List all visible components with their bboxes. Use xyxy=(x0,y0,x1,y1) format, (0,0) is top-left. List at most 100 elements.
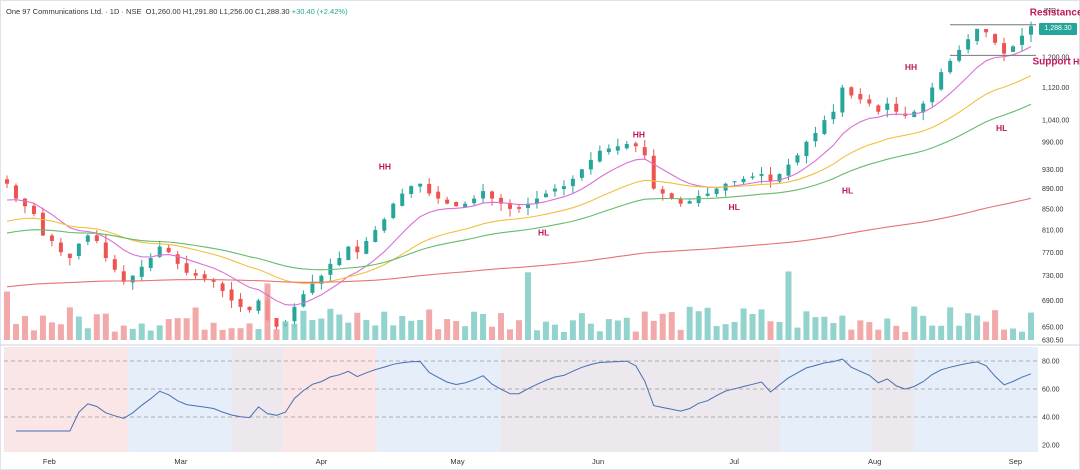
candle-body xyxy=(795,155,800,163)
low-value: L1,256.00 xyxy=(219,7,253,16)
candle-body xyxy=(651,155,656,189)
candle-body xyxy=(642,147,647,156)
volume-bar xyxy=(66,307,73,340)
volume-bar xyxy=(578,313,585,340)
annotation-hl-label: HL xyxy=(842,186,853,196)
rsi-axis-label: 80.00 xyxy=(1042,359,1060,366)
volume-bar xyxy=(740,308,747,340)
volume-bar xyxy=(569,320,576,340)
volume-bar xyxy=(354,312,361,340)
price-axis-label: 850.00 xyxy=(1042,206,1064,213)
volume-bar xyxy=(560,331,567,340)
candle-body xyxy=(193,272,198,276)
candle-body xyxy=(292,306,297,322)
volume-bar xyxy=(722,324,729,340)
price-axis-label: 770.00 xyxy=(1042,250,1064,257)
volume-bar xyxy=(417,320,424,340)
rsi-line xyxy=(16,358,1032,432)
volume-bar xyxy=(533,330,540,340)
volume-bar xyxy=(830,323,837,340)
candle-body xyxy=(1011,46,1016,52)
volume-bar xyxy=(542,321,549,340)
volume-bar xyxy=(623,317,630,340)
candle-body xyxy=(633,143,638,147)
volume-bar xyxy=(408,320,415,340)
candle-body xyxy=(373,230,378,242)
volume-bar xyxy=(902,331,909,340)
volume-bar xyxy=(659,313,666,340)
price-axis-label: 930.00 xyxy=(1042,167,1064,174)
price-axis-label: 690.00 xyxy=(1042,298,1064,305)
candle-body xyxy=(472,198,477,204)
candle-body xyxy=(534,198,539,204)
volume-bar xyxy=(803,311,810,340)
candle-body xyxy=(103,242,108,259)
volume-bar xyxy=(507,329,514,340)
candle-body xyxy=(94,235,99,242)
volume-bar xyxy=(48,322,55,340)
candle-body xyxy=(849,87,854,96)
candle-body xyxy=(921,103,926,113)
price-axis-label: 810.00 xyxy=(1042,228,1064,235)
rsi-background-block xyxy=(128,347,232,452)
candle-body xyxy=(148,258,153,268)
candle-body xyxy=(229,289,234,301)
annotation-hh-label: HH xyxy=(379,161,391,171)
volume-bar xyxy=(219,329,226,340)
candle-body xyxy=(112,259,117,270)
candle-body xyxy=(22,198,27,207)
volume-bar xyxy=(183,318,190,340)
rsi-background-block xyxy=(283,347,377,452)
time-axis-label: Mar xyxy=(174,457,187,466)
rsi-background-block xyxy=(872,347,914,452)
candle-body xyxy=(705,193,710,196)
volume-bar xyxy=(911,306,918,340)
volume-bar xyxy=(255,329,262,340)
volume-bar xyxy=(1028,312,1034,340)
ema-short-line xyxy=(6,46,1032,306)
change-value: +30.40 (+2.42%) xyxy=(291,7,348,16)
candle-body xyxy=(139,266,144,277)
volume-bar xyxy=(165,319,172,340)
volume-bar xyxy=(884,318,891,340)
volume-bar xyxy=(75,316,82,340)
volume-bar xyxy=(345,322,352,340)
candle-body xyxy=(1029,26,1033,35)
candle-body xyxy=(256,300,261,311)
volume-bar xyxy=(821,316,828,340)
volume-bar xyxy=(758,309,765,340)
volume-bar xyxy=(138,323,145,340)
candle-body xyxy=(337,258,342,266)
annotation-support-label: Support xyxy=(1032,57,1071,68)
volume-bar xyxy=(471,311,478,340)
candles-group xyxy=(5,21,1033,330)
candle-body xyxy=(85,235,90,242)
candle-body xyxy=(687,201,692,204)
volume-bar xyxy=(749,314,756,340)
volume-bar xyxy=(192,307,199,340)
volume-bar xyxy=(524,272,531,340)
volume-bar xyxy=(929,325,936,340)
volume-bar xyxy=(516,320,522,340)
annotation-resistance-label: Resistance xyxy=(1030,7,1080,18)
volume-bar xyxy=(372,325,379,340)
candle-body xyxy=(355,246,360,253)
volume-bar xyxy=(812,317,819,340)
volume-bar xyxy=(695,311,702,340)
volume-bar xyxy=(489,326,496,340)
annotation-hl-label: HL xyxy=(538,227,549,237)
candle-body xyxy=(543,193,548,198)
candle-body xyxy=(984,29,989,33)
volume-bar xyxy=(1001,329,1008,340)
price-axis-label: 1,040.00 xyxy=(1042,118,1069,125)
volume-bar xyxy=(731,321,738,340)
volume-bar xyxy=(938,325,945,340)
candle-body xyxy=(624,144,629,149)
high-value: H1,291.80 xyxy=(182,7,218,16)
candle-body xyxy=(202,274,207,279)
volume-bar xyxy=(605,319,612,340)
candle-body xyxy=(948,60,953,73)
candle-body xyxy=(49,235,54,242)
volume-bar xyxy=(390,325,397,340)
